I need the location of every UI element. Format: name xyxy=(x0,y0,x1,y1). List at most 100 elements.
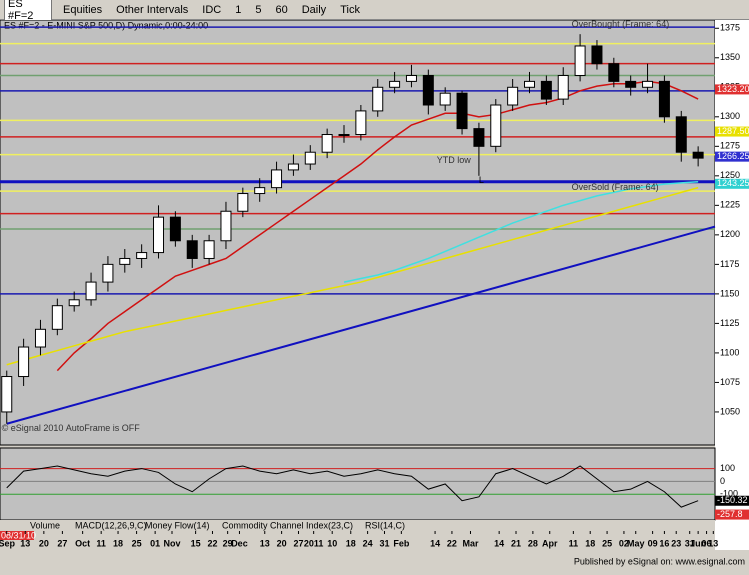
x-tick-label: 14 xyxy=(430,538,440,548)
y-tick-label: 1125 xyxy=(720,318,739,328)
x-tick-label: Oct xyxy=(75,538,90,548)
candle-body xyxy=(608,63,620,82)
y-tick-label: 1225 xyxy=(720,200,740,210)
price-flag xyxy=(715,84,749,95)
candle-body xyxy=(372,86,384,112)
candle-body xyxy=(692,151,704,159)
x-tick-label: Sep xyxy=(0,538,15,548)
candle-body xyxy=(119,257,131,265)
price-flag xyxy=(715,178,749,189)
candle-body xyxy=(18,346,30,378)
y-tick-label: 1275 xyxy=(720,141,740,151)
toolbar: ES #F=2 Equities Other Intervals IDC 1 5… xyxy=(0,0,749,24)
cci-tick-label: -100 xyxy=(720,489,738,499)
candle-body xyxy=(355,110,367,136)
candle-body xyxy=(271,169,283,189)
candle-body xyxy=(574,45,586,76)
candle-body xyxy=(136,252,148,259)
x-tick-label: 31 xyxy=(379,538,389,548)
price-flag xyxy=(715,126,749,137)
candle-body xyxy=(658,80,670,118)
toolbar-button[interactable]: 60 xyxy=(275,3,288,16)
x-tick-label: 18 xyxy=(585,538,595,548)
tab[interactable]: MACD(12,26,9,C) xyxy=(75,520,147,530)
y-tick-label: 1100 xyxy=(720,347,739,357)
x-tick-label: 11 xyxy=(569,538,579,548)
price-flag-label: 1323.20 xyxy=(717,84,749,94)
candle-body xyxy=(287,163,299,171)
x-tick-label: 20 xyxy=(277,538,287,548)
cci-line xyxy=(6,465,699,508)
candle-body xyxy=(1,376,13,413)
x-tick-label: 15 xyxy=(191,538,201,548)
x-tick-label: 18 xyxy=(113,538,123,548)
cci-tick-label: 100 xyxy=(720,463,735,473)
x-tick-label: 18 xyxy=(346,538,356,548)
candle-body xyxy=(68,299,80,307)
x-tick-label: Apr xyxy=(542,538,558,548)
tab[interactable]: Money Flow(14) xyxy=(145,520,210,530)
candle-body xyxy=(422,74,434,106)
x-tick-label: 28 xyxy=(528,538,538,548)
candle-body xyxy=(675,116,687,153)
annotation: YTD low xyxy=(437,155,472,165)
toolbar-button[interactable]: Other Intervals xyxy=(116,3,189,16)
candle-body xyxy=(220,210,232,242)
candle-body xyxy=(389,80,401,88)
x-tick-label: 21 xyxy=(511,538,521,548)
annotation: OverBought (Frame: 64) xyxy=(572,20,670,29)
candle-body xyxy=(490,104,502,147)
price-panel xyxy=(0,19,716,446)
x-tick-label: 2011 xyxy=(304,538,324,548)
x-tick-label: 10 xyxy=(327,538,337,548)
candle-body xyxy=(625,80,637,88)
axis-area xyxy=(715,20,749,550)
price-flag-label: 1243.25 xyxy=(717,178,749,188)
cci-panel xyxy=(0,447,716,521)
candle-body xyxy=(34,328,46,348)
moving-average xyxy=(56,80,699,372)
x-tick-label: Jun xyxy=(690,538,706,548)
footer: Published by eSignal on: www.esignal.com xyxy=(574,556,745,566)
x-tick-label: 22 xyxy=(447,538,457,548)
chart: ES #F=2 - E-MINI S&P 500,D) Dynamic,0:00… xyxy=(0,19,749,566)
x-tick-label: 20 xyxy=(39,538,49,548)
y-tick-label: 1200 xyxy=(720,229,740,239)
x-tick-label: 13 xyxy=(260,538,270,548)
candle-body xyxy=(557,74,569,100)
x-tick-label: 13 xyxy=(708,538,718,548)
x-tick-label: 23 xyxy=(671,538,681,548)
cci-flag-label: -257.8 xyxy=(717,509,743,519)
candle-body xyxy=(439,92,451,106)
moving-average xyxy=(6,186,699,366)
candle-body xyxy=(591,45,603,65)
candle-body xyxy=(321,134,333,153)
x-tick-label: 14 xyxy=(494,538,504,548)
tab[interactable]: Commodity Channel Index(23,C) xyxy=(222,520,353,530)
toolbar-button[interactable]: Daily xyxy=(301,3,327,16)
x-tick-label: 16 xyxy=(659,538,669,548)
candle-body xyxy=(473,128,485,147)
cci-flag xyxy=(715,495,749,506)
moving-average xyxy=(343,180,699,283)
candle-body xyxy=(153,216,165,254)
tab[interactable]: Volume xyxy=(30,520,60,530)
candle-body xyxy=(51,305,63,330)
date-box xyxy=(0,531,34,540)
toolbar-button[interactable]: 5 xyxy=(255,3,262,16)
toolbar-button[interactable]: Equities xyxy=(63,3,103,16)
toolbar-button[interactable]: Tick xyxy=(340,3,360,16)
tab-bar xyxy=(0,520,715,531)
x-tick-label: Nov xyxy=(163,538,180,548)
annotation: © eSignal 2010 xyxy=(2,423,64,433)
x-tick-label: 25 xyxy=(132,538,142,548)
candle-body xyxy=(507,86,519,106)
y-tick-label: 1300 xyxy=(720,111,740,121)
tab[interactable]: RSI(14,C) xyxy=(365,520,405,530)
y-tick-label: 1350 xyxy=(720,52,740,62)
start-date: 08/31/10 xyxy=(1,530,36,540)
x-tick-label: 02 xyxy=(619,538,629,548)
toolbar-button[interactable]: 1 xyxy=(235,3,242,16)
toolbar-button[interactable]: IDC xyxy=(202,3,222,16)
